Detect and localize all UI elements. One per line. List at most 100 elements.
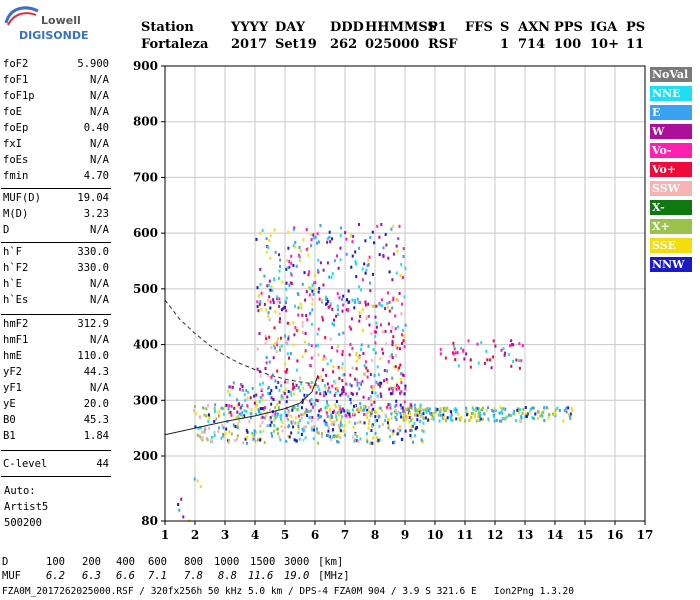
param-value: 19.04 <box>77 192 109 204</box>
echo-point <box>377 382 379 386</box>
echo-point <box>397 368 399 372</box>
echo-point <box>331 307 334 311</box>
echo-point <box>365 366 368 370</box>
echo-point <box>529 407 532 411</box>
echo-point <box>409 406 412 410</box>
echo-point <box>366 432 368 436</box>
echo-point <box>340 226 342 230</box>
echo-point <box>322 283 325 287</box>
param-row: B0 45.3 <box>3 414 109 430</box>
echo-point <box>370 424 373 428</box>
echo-point <box>221 423 224 427</box>
echo-point <box>413 407 416 411</box>
footer-muf-value: 8.8 <box>218 570 237 582</box>
echo-point <box>259 424 262 428</box>
x-tick-label: 4 <box>251 528 259 542</box>
echo-point <box>375 410 378 414</box>
echo-point <box>280 384 283 388</box>
echo-point <box>478 408 481 412</box>
echo-point <box>358 285 361 289</box>
echo-point <box>454 358 457 362</box>
param-label: h`F2 <box>3 262 29 274</box>
param-row: M(D) 3.23 <box>3 208 109 224</box>
echo-point <box>382 246 385 250</box>
echo-point <box>299 376 301 380</box>
echo-point <box>485 409 488 412</box>
echo-point <box>314 281 317 285</box>
echo-point <box>300 406 303 410</box>
echo-point <box>272 298 275 302</box>
echo-point <box>238 412 241 416</box>
echo-point <box>339 234 342 237</box>
echo-point <box>281 420 284 424</box>
echo-point <box>454 407 457 411</box>
param-row: yF2 44.3 <box>3 366 109 382</box>
echo-point <box>341 366 344 370</box>
echo-point <box>492 355 495 359</box>
echo-point <box>246 396 249 400</box>
echo-point <box>200 436 202 440</box>
echo-point <box>504 407 507 411</box>
echo-point <box>414 427 417 431</box>
echo-point <box>270 396 273 400</box>
echo-point <box>241 411 243 415</box>
echo-point <box>309 287 312 291</box>
header-p1: RSF <box>428 37 458 52</box>
echo-point <box>469 417 472 421</box>
echo-point <box>355 439 358 443</box>
echo-point <box>266 424 269 428</box>
echo-point <box>254 439 257 443</box>
echo-point <box>316 417 319 421</box>
echo-point <box>360 343 363 347</box>
echo-point <box>340 424 343 428</box>
x-tick-label: 16 <box>607 528 624 542</box>
echo-point <box>380 223 383 226</box>
echo-point <box>199 415 202 419</box>
echo-point <box>324 406 327 409</box>
echo-point <box>307 273 310 277</box>
echo-point <box>314 235 317 239</box>
echo-point <box>327 429 330 433</box>
echo-point <box>354 250 357 254</box>
echo-point <box>326 302 329 306</box>
echo-point <box>337 266 340 270</box>
echo-point <box>297 431 300 435</box>
echo-point <box>350 327 353 331</box>
echo-point <box>491 409 494 412</box>
echo-point <box>326 261 329 265</box>
echo-point <box>301 416 304 420</box>
echo-point <box>262 408 265 412</box>
echo-point <box>438 419 441 423</box>
echo-point <box>204 430 207 434</box>
echo-point <box>310 419 313 423</box>
echo-point <box>498 419 501 423</box>
echo-point <box>294 245 297 249</box>
echo-point <box>355 392 358 396</box>
echo-point <box>402 416 405 420</box>
echo-point <box>502 407 505 410</box>
echo-point <box>369 281 372 285</box>
echo-point <box>333 259 336 263</box>
echo-point <box>540 414 543 418</box>
param-row: fxI N/A <box>3 138 109 154</box>
echo-point <box>301 400 304 404</box>
echo-point <box>370 385 373 389</box>
footer-muf-unit: [MHz] <box>318 570 350 582</box>
echo-point <box>290 421 293 425</box>
echo-point <box>442 413 445 417</box>
echo-point <box>310 356 313 360</box>
y-tick-label: 900 <box>133 59 158 73</box>
echo-point <box>357 356 360 360</box>
echo-point <box>299 419 301 423</box>
echo-point <box>483 361 486 365</box>
echo-point <box>259 231 262 235</box>
echo-point <box>416 413 419 417</box>
param-label: MUF(D) <box>3 192 41 204</box>
header-label-ffs: FFS <box>465 20 493 35</box>
echo-point <box>399 428 402 432</box>
echo-point <box>445 409 448 412</box>
echo-point <box>267 314 270 318</box>
echo-point <box>403 295 406 299</box>
echo-point <box>477 361 480 365</box>
echo-point <box>269 288 272 292</box>
